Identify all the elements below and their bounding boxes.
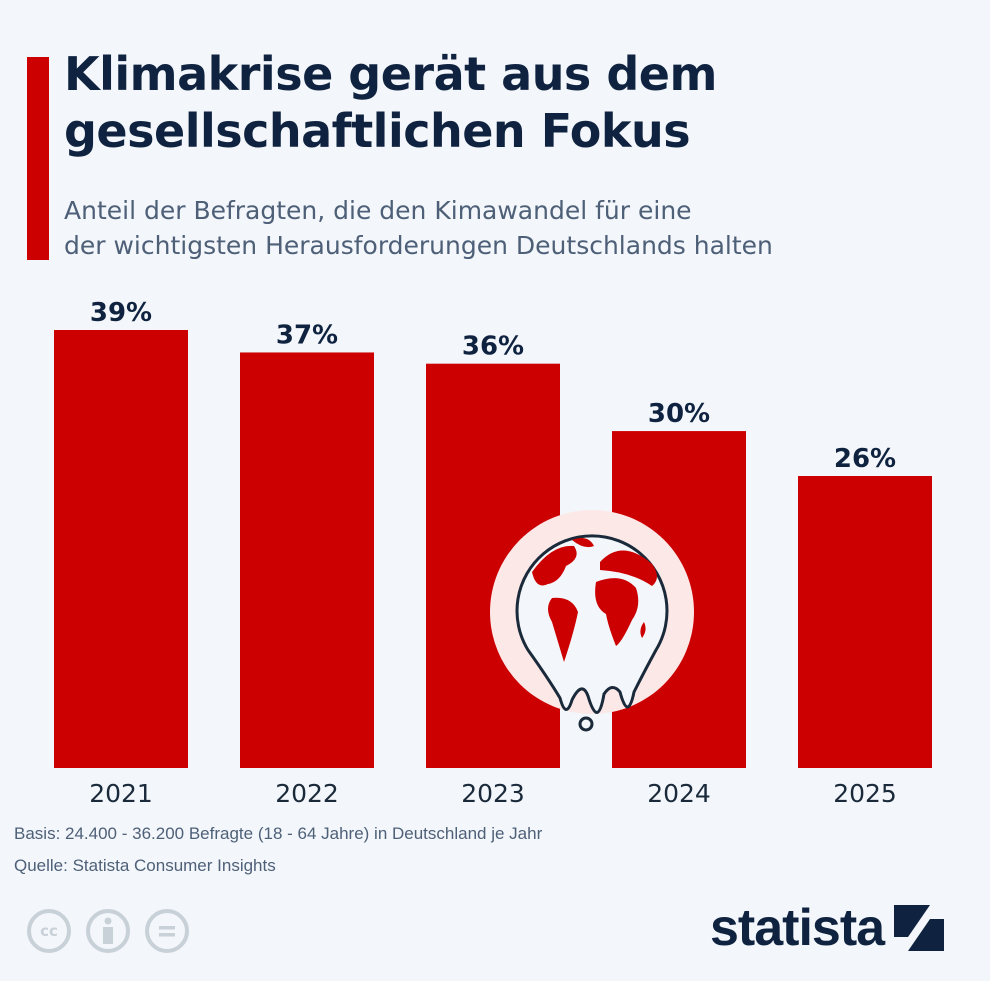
data-label: 37% — [276, 320, 338, 350]
bar-2025 — [798, 476, 932, 768]
melting-globe-icon — [490, 510, 694, 732]
bar-2022 — [240, 352, 374, 768]
data-label: 30% — [648, 399, 710, 429]
cc-icon[interactable]: cc — [27, 909, 71, 953]
statista-logo-mark-icon — [894, 905, 945, 951]
x-tick-label: 2025 — [833, 779, 897, 808]
no-derivatives-icon[interactable] — [145, 909, 189, 953]
data-label: 36% — [462, 332, 524, 362]
title-accent-bar — [27, 57, 49, 260]
title-line-1: Klimakrise gerät aus dem — [64, 47, 717, 101]
data-label: 39% — [90, 298, 152, 328]
x-tick-label: 2022 — [275, 779, 339, 808]
subtitle-line-1: Anteil der Befragten, die den Kimawandel… — [64, 196, 692, 225]
attribution-icon[interactable] — [86, 909, 130, 953]
subtitle-line-2: der wichtigsten Herausforderungen Deutsc… — [64, 231, 773, 260]
x-tick-label: 2021 — [89, 779, 153, 808]
statista-logo-text: statista — [710, 899, 885, 957]
x-tick-label: 2024 — [647, 779, 711, 808]
x-tick-label: 2023 — [461, 779, 525, 808]
data-label: 26% — [834, 444, 896, 474]
title-line-2: gesellschaftlichen Fokus — [64, 104, 691, 158]
bar-chart: 39% 2021 37% 2022 36% 2023 30% 2024 26% 2025 — [54, 298, 932, 808]
chart-subtitle: Anteil der Befragten, die den Kimawandel… — [64, 193, 773, 263]
source-note: Quelle: Statista Consumer Insights — [14, 856, 276, 875]
chart-title: Klimakrise gerät aus dem gesellschaftlic… — [64, 46, 717, 160]
bar-2021 — [54, 330, 188, 768]
statista-logo[interactable]: statista — [710, 898, 945, 958]
basis-note: Basis: 24.400 - 36.200 Befragte (18 - 64… — [14, 824, 543, 843]
